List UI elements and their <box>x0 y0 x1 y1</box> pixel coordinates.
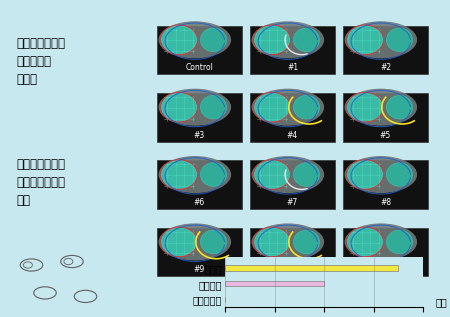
Ellipse shape <box>158 156 231 193</box>
Ellipse shape <box>347 160 382 189</box>
Text: 半月板の内縁が
軟骨欠損に
接する: 半月板の内縁が 軟骨欠損に 接する <box>16 37 65 86</box>
Ellipse shape <box>293 230 320 254</box>
Ellipse shape <box>252 89 324 126</box>
Ellipse shape <box>293 163 320 186</box>
Text: #1: #1 <box>287 63 298 72</box>
Ellipse shape <box>200 230 226 254</box>
Ellipse shape <box>387 28 413 52</box>
FancyBboxPatch shape <box>250 93 335 141</box>
Ellipse shape <box>347 228 382 256</box>
Ellipse shape <box>254 228 290 256</box>
Ellipse shape <box>252 156 324 193</box>
Text: #2: #2 <box>380 63 391 72</box>
Ellipse shape <box>254 93 290 121</box>
Text: 半月板の内縁が
軟骨欠損に交差
する: 半月板の内縁が 軟骨欠損に交差 する <box>16 158 65 208</box>
FancyBboxPatch shape <box>157 228 242 276</box>
Ellipse shape <box>254 26 290 54</box>
Ellipse shape <box>200 163 226 186</box>
FancyBboxPatch shape <box>343 160 428 209</box>
Text: #10: #10 <box>284 265 301 274</box>
Ellipse shape <box>252 223 324 261</box>
FancyBboxPatch shape <box>250 228 335 276</box>
Text: #4: #4 <box>287 131 298 139</box>
Text: #11: #11 <box>378 265 393 274</box>
Ellipse shape <box>252 21 324 58</box>
Ellipse shape <box>293 95 320 119</box>
Ellipse shape <box>345 223 417 261</box>
FancyBboxPatch shape <box>250 26 335 74</box>
Bar <box>225 281 324 287</box>
Ellipse shape <box>162 228 197 256</box>
FancyBboxPatch shape <box>157 26 242 74</box>
FancyBboxPatch shape <box>343 228 428 276</box>
Text: Control: Control <box>185 63 213 72</box>
Text: #7: #7 <box>287 198 298 207</box>
FancyBboxPatch shape <box>343 26 428 74</box>
Ellipse shape <box>200 28 226 52</box>
Ellipse shape <box>347 26 382 54</box>
Ellipse shape <box>293 28 320 52</box>
Ellipse shape <box>162 160 197 189</box>
Ellipse shape <box>387 95 413 119</box>
Text: #5: #5 <box>380 131 391 139</box>
Bar <box>225 265 398 271</box>
Ellipse shape <box>345 21 417 58</box>
Ellipse shape <box>254 160 290 189</box>
Ellipse shape <box>158 89 231 126</box>
FancyBboxPatch shape <box>343 93 428 141</box>
Ellipse shape <box>345 89 417 126</box>
Ellipse shape <box>162 26 197 54</box>
Ellipse shape <box>347 93 382 121</box>
Ellipse shape <box>162 93 197 121</box>
Ellipse shape <box>158 223 231 261</box>
Ellipse shape <box>158 21 231 58</box>
Text: #6: #6 <box>194 198 205 207</box>
Ellipse shape <box>387 163 413 186</box>
Ellipse shape <box>387 230 413 254</box>
Text: 膀数: 膀数 <box>436 297 447 307</box>
FancyBboxPatch shape <box>157 160 242 209</box>
Text: #8: #8 <box>380 198 391 207</box>
Text: #3: #3 <box>194 131 205 139</box>
Ellipse shape <box>200 95 226 119</box>
FancyBboxPatch shape <box>250 160 335 209</box>
FancyBboxPatch shape <box>157 93 242 141</box>
Text: #9: #9 <box>194 265 205 274</box>
Ellipse shape <box>345 156 417 193</box>
